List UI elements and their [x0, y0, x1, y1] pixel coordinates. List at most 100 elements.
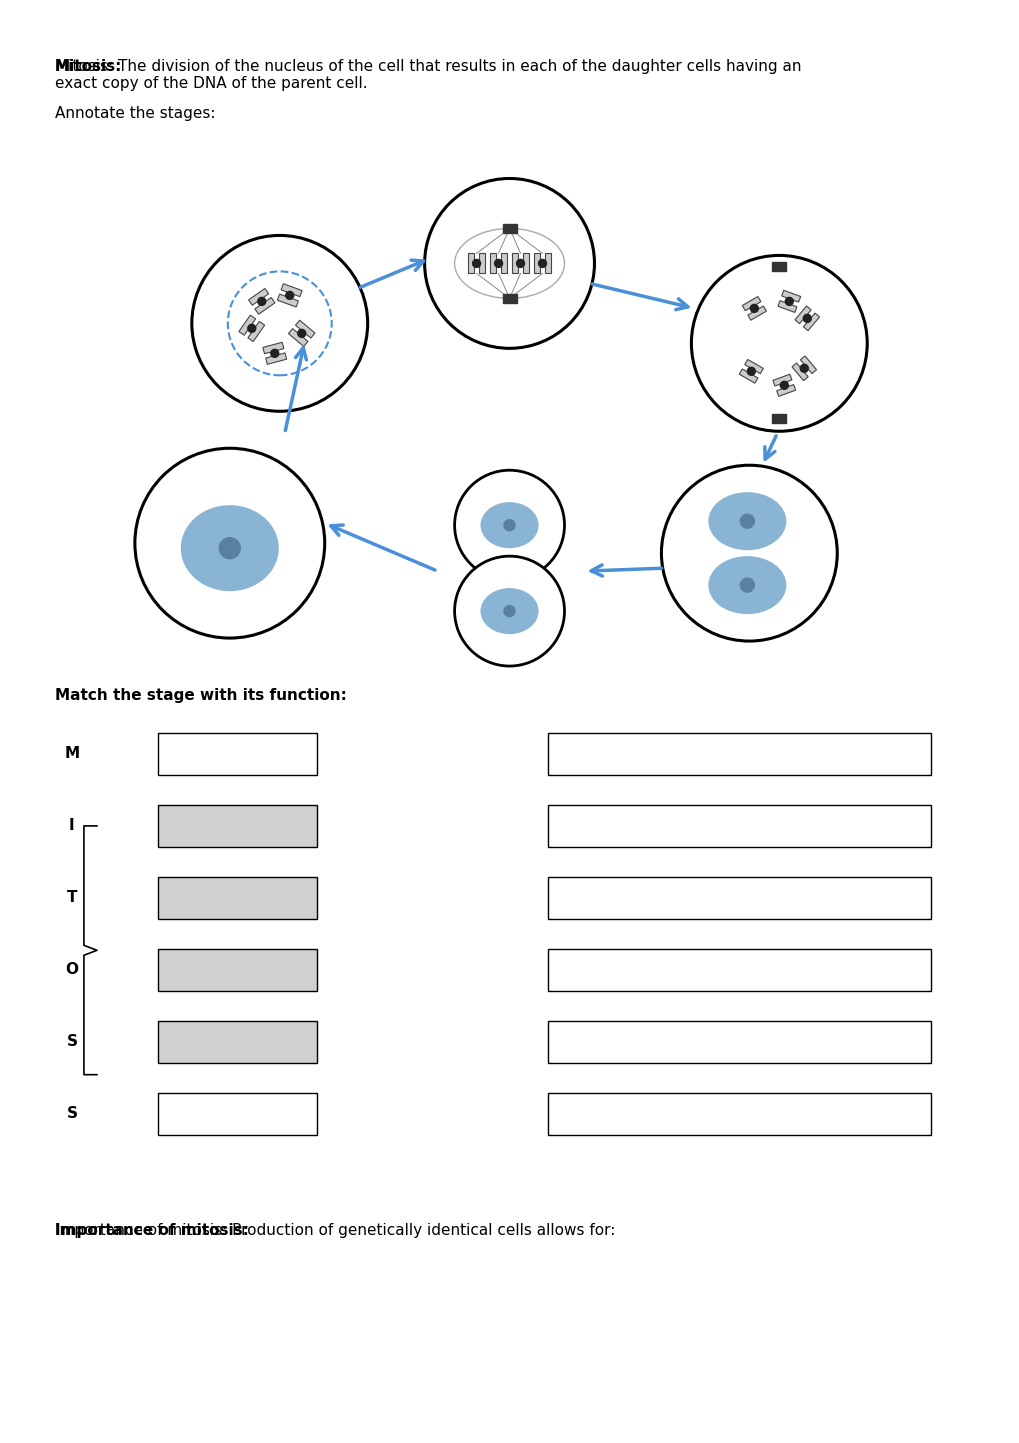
Ellipse shape: [481, 504, 537, 547]
Ellipse shape: [708, 557, 785, 613]
Text: Chromatids at poles, nucleus reforms: Chromatids at poles, nucleus reforms: [560, 1107, 836, 1121]
Text: Chromosomes at equator, spindle forms: Chromosomes at equator, spindle forms: [560, 1035, 856, 1049]
Text: cytokinesis: cytokinesis: [195, 1107, 279, 1121]
Circle shape: [503, 606, 515, 616]
Circle shape: [454, 470, 564, 580]
Polygon shape: [739, 369, 757, 384]
Polygon shape: [255, 297, 275, 315]
Ellipse shape: [181, 506, 277, 590]
Polygon shape: [248, 322, 264, 342]
FancyBboxPatch shape: [547, 949, 930, 991]
Circle shape: [800, 364, 807, 372]
Polygon shape: [281, 284, 302, 297]
Text: Mitosis:: Mitosis:: [55, 59, 122, 74]
Text: Chromosomes invisible; DNA replicates: Chromosomes invisible; DNA replicates: [560, 890, 849, 905]
FancyBboxPatch shape: [502, 224, 516, 232]
FancyBboxPatch shape: [158, 877, 317, 919]
Text: anaphase: anaphase: [200, 962, 274, 977]
Polygon shape: [238, 315, 256, 335]
FancyBboxPatch shape: [771, 414, 786, 423]
Text: Importance of mitosis:: Importance of mitosis:: [55, 1222, 249, 1238]
Text: Importance of mitosis: Production of genetically identical cells allows for:: Importance of mitosis: Production of gen…: [55, 1222, 614, 1238]
Text: S: S: [66, 1107, 77, 1121]
Polygon shape: [781, 290, 800, 302]
FancyBboxPatch shape: [547, 877, 930, 919]
FancyBboxPatch shape: [547, 733, 930, 775]
Circle shape: [248, 325, 256, 332]
Text: Chromatids pulled to poles: Chromatids pulled to poles: [560, 818, 758, 834]
Circle shape: [740, 579, 754, 592]
Circle shape: [454, 556, 564, 667]
Text: metaphase: metaphase: [194, 890, 280, 905]
Polygon shape: [468, 254, 474, 273]
Text: S: S: [66, 1035, 77, 1049]
Polygon shape: [800, 356, 816, 374]
Circle shape: [785, 297, 793, 306]
FancyBboxPatch shape: [158, 733, 317, 775]
FancyBboxPatch shape: [547, 1020, 930, 1062]
FancyBboxPatch shape: [547, 805, 930, 847]
Polygon shape: [478, 254, 485, 273]
Polygon shape: [263, 342, 283, 354]
Text: M: M: [64, 746, 79, 762]
Polygon shape: [265, 354, 286, 364]
Circle shape: [135, 449, 324, 638]
Polygon shape: [772, 374, 791, 387]
Text: O: O: [65, 962, 78, 977]
Polygon shape: [277, 294, 299, 307]
Ellipse shape: [708, 494, 785, 550]
Circle shape: [780, 381, 788, 390]
Polygon shape: [747, 306, 765, 320]
Text: interphase: interphase: [196, 746, 278, 762]
Circle shape: [660, 465, 837, 641]
Text: telophase: telophase: [200, 1035, 275, 1049]
Text: I: I: [69, 818, 74, 834]
FancyBboxPatch shape: [158, 949, 317, 991]
FancyBboxPatch shape: [158, 805, 317, 847]
Polygon shape: [775, 385, 795, 397]
FancyBboxPatch shape: [771, 263, 786, 271]
Circle shape: [750, 304, 757, 312]
Circle shape: [747, 368, 755, 375]
Circle shape: [424, 179, 594, 348]
Circle shape: [192, 235, 367, 411]
Circle shape: [494, 260, 502, 267]
Circle shape: [472, 260, 480, 267]
Polygon shape: [533, 254, 540, 273]
FancyBboxPatch shape: [158, 1092, 317, 1134]
Polygon shape: [544, 254, 550, 273]
Text: Annotate the stages:: Annotate the stages:: [55, 105, 215, 121]
Polygon shape: [742, 296, 760, 310]
Circle shape: [740, 514, 754, 528]
Circle shape: [270, 349, 278, 358]
Text: Chromosomes appear, nucleus disappears: Chromosomes appear, nucleus disappears: [560, 746, 873, 762]
Circle shape: [219, 538, 240, 558]
Polygon shape: [512, 254, 518, 273]
Polygon shape: [288, 329, 308, 346]
FancyBboxPatch shape: [502, 294, 516, 303]
Text: Mitosis: The division of the nucleus of the cell that results in each of the dau: Mitosis: The division of the nucleus of …: [55, 59, 801, 91]
Polygon shape: [249, 289, 268, 306]
Polygon shape: [803, 313, 819, 330]
Polygon shape: [744, 359, 762, 374]
Ellipse shape: [481, 589, 537, 633]
Circle shape: [516, 260, 524, 267]
Circle shape: [503, 519, 515, 531]
Text: Match the stage with its function:: Match the stage with its function:: [55, 688, 346, 703]
Polygon shape: [296, 320, 315, 338]
Polygon shape: [794, 306, 810, 323]
FancyBboxPatch shape: [547, 1092, 930, 1134]
Polygon shape: [523, 254, 529, 273]
Circle shape: [298, 329, 306, 338]
Circle shape: [258, 297, 266, 306]
Circle shape: [691, 255, 866, 431]
Text: prophase: prophase: [202, 818, 273, 834]
Polygon shape: [500, 254, 506, 273]
Text: T: T: [66, 890, 77, 905]
Circle shape: [285, 291, 293, 299]
Polygon shape: [777, 300, 796, 313]
FancyBboxPatch shape: [158, 1020, 317, 1062]
Polygon shape: [489, 254, 496, 273]
Text: Cytoplasmic division: Cytoplasmic division: [560, 962, 711, 977]
Polygon shape: [791, 364, 807, 381]
